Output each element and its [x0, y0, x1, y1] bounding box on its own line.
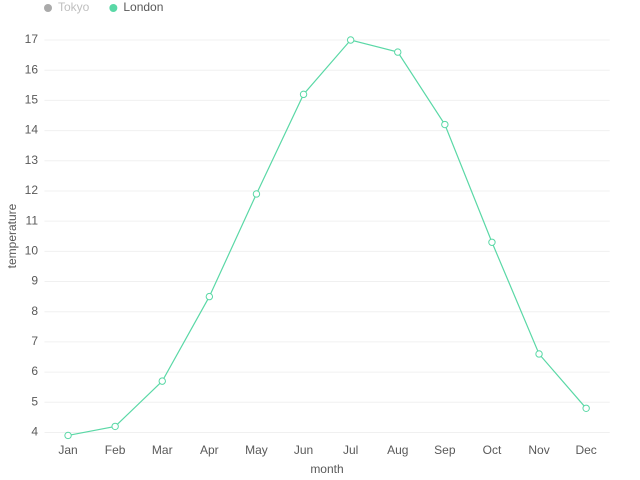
point: [64, 431, 72, 440]
y-tick-label: 9: [31, 274, 38, 288]
point: [394, 48, 402, 56]
x-tick-label: Apr: [200, 443, 219, 457]
x-tick-label: Dec: [575, 443, 596, 457]
point: [535, 350, 543, 358]
point: [205, 292, 214, 301]
y-tick-label: 16: [25, 62, 39, 76]
y-tick-label: 7: [31, 334, 38, 348]
y-tick-label: 4: [31, 425, 38, 439]
y-tick-label: 13: [25, 153, 39, 167]
y-tick-label: 5: [31, 394, 38, 408]
x-tick-label: Jan: [58, 443, 77, 457]
legend-marker: [109, 4, 118, 12]
point: [111, 422, 119, 431]
x-tick-label: Oct: [483, 443, 502, 457]
y-tick-label: 15: [25, 93, 39, 107]
y-axis-title: temperature: [5, 203, 19, 268]
x-tick-label: Mar: [152, 443, 173, 457]
y-tick-label: 11: [26, 213, 39, 227]
y-tick-label: 14: [25, 123, 39, 137]
y-tick-label: 17: [25, 32, 39, 46]
point: [158, 377, 166, 385]
x-axis-title: month: [310, 462, 343, 476]
legend-label: London: [123, 0, 163, 14]
y-tick-label: 6: [31, 364, 38, 378]
point: [346, 36, 355, 44]
legend-marker: [44, 4, 52, 12]
point: [252, 190, 261, 198]
x-tick-label: Jul: [343, 443, 358, 457]
line: [67, 39, 587, 437]
x-tick-label: Feb: [105, 443, 126, 457]
x-tick-label: May: [245, 443, 268, 457]
legend-label: Tokyo: [58, 0, 90, 14]
y-tick-label: 12: [25, 183, 39, 197]
point: [299, 90, 308, 99]
x-tick-label: Sep: [434, 443, 456, 457]
point: [488, 238, 496, 246]
x-tick-label: Nov: [528, 443, 549, 457]
x-tick-label: Aug: [387, 443, 408, 457]
x-tick-label: Jun: [294, 443, 313, 457]
y-tick-label: 10: [25, 243, 39, 257]
legend-item[interactable]: Tokyo: [44, 0, 90, 14]
y-tick-label: 8: [31, 304, 38, 318]
legend-item[interactable]: London: [109, 0, 163, 14]
point: [582, 404, 590, 413]
point: [441, 120, 449, 129]
